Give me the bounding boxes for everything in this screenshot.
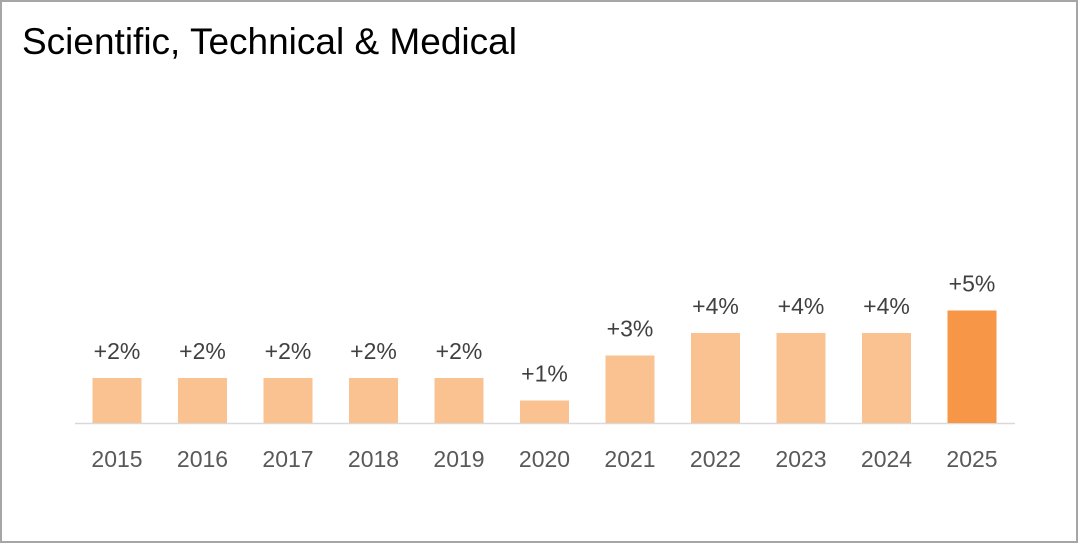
value-label: +2% — [350, 338, 397, 364]
x-tick-label: 2020 — [519, 446, 570, 472]
x-tick-label: 2015 — [91, 446, 142, 472]
value-label: +2% — [436, 338, 483, 364]
value-label: +5% — [949, 271, 996, 297]
x-tick-label: 2021 — [604, 446, 655, 472]
x-tick-label: 2025 — [946, 446, 997, 472]
bar — [178, 378, 227, 423]
value-label: +2% — [94, 338, 141, 364]
x-tick-label: 2017 — [262, 446, 313, 472]
value-label: +2% — [265, 338, 312, 364]
bar — [434, 378, 484, 423]
bar — [520, 400, 569, 423]
value-label: +2% — [179, 338, 226, 364]
x-tick-label: 2022 — [690, 446, 741, 472]
x-tick-label: 2018 — [348, 446, 399, 472]
bar — [92, 378, 142, 423]
x-tick-label: 2023 — [775, 446, 826, 472]
bar — [776, 333, 826, 423]
chart-title: Scientific, Technical & Medical — [22, 21, 517, 62]
bar — [605, 355, 655, 423]
value-label: +4% — [778, 293, 825, 319]
value-label: +4% — [692, 293, 739, 319]
value-label: +1% — [521, 361, 568, 387]
value-label: +4% — [863, 293, 910, 319]
x-tick-label: 2024 — [861, 446, 912, 472]
x-tick-label: 2019 — [433, 446, 484, 472]
bar — [691, 333, 740, 423]
bar — [862, 333, 911, 423]
bar — [349, 378, 398, 423]
value-label: +3% — [607, 316, 654, 342]
x-tick-label: 2016 — [177, 446, 228, 472]
bar — [947, 310, 997, 423]
bar — [263, 378, 313, 423]
